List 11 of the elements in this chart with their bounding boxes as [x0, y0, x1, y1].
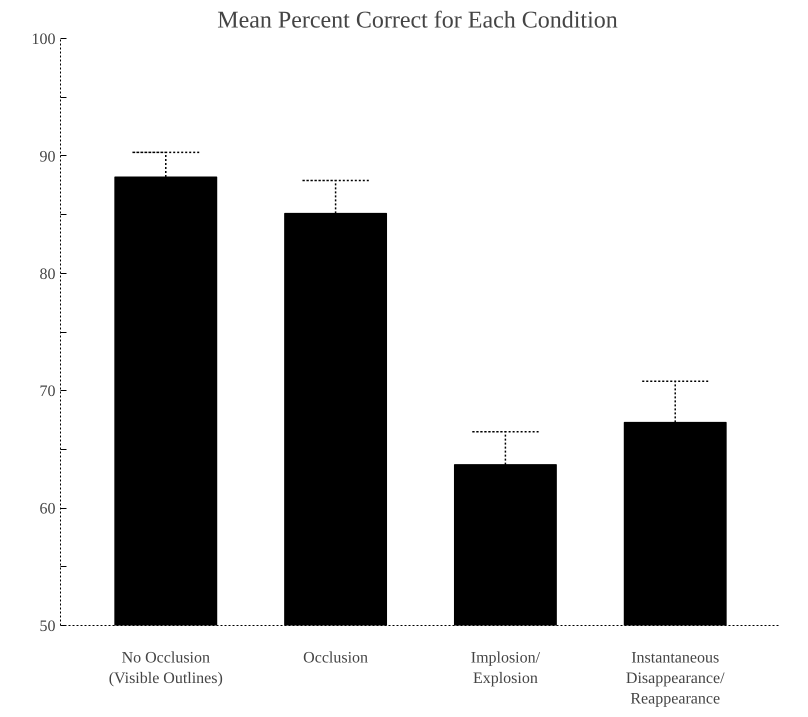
- y-tick-label: 90: [40, 148, 56, 166]
- y-tick-label: 80: [40, 266, 56, 283]
- x-tick-label: Instantaneous Disappearance/ Reappearance: [626, 650, 726, 708]
- y-tick-label: 50: [40, 618, 56, 635]
- y-tick-label: 100: [32, 31, 56, 48]
- y-tick-label: 70: [40, 383, 56, 400]
- x-tick-label: No Occlusion (Visible Outlines): [108, 650, 223, 687]
- x-tick-label: Occlusion: [303, 650, 368, 666]
- x-tick-label: Implosion/ Explosion: [470, 650, 541, 687]
- chart-title: Mean Percent Correct for Each Condition: [217, 8, 618, 34]
- y-tick-label: 60: [40, 500, 56, 518]
